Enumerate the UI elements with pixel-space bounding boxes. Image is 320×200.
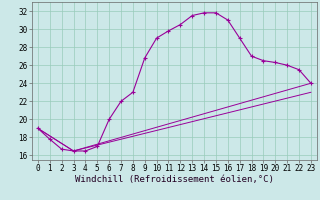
X-axis label: Windchill (Refroidissement éolien,°C): Windchill (Refroidissement éolien,°C) — [75, 175, 274, 184]
